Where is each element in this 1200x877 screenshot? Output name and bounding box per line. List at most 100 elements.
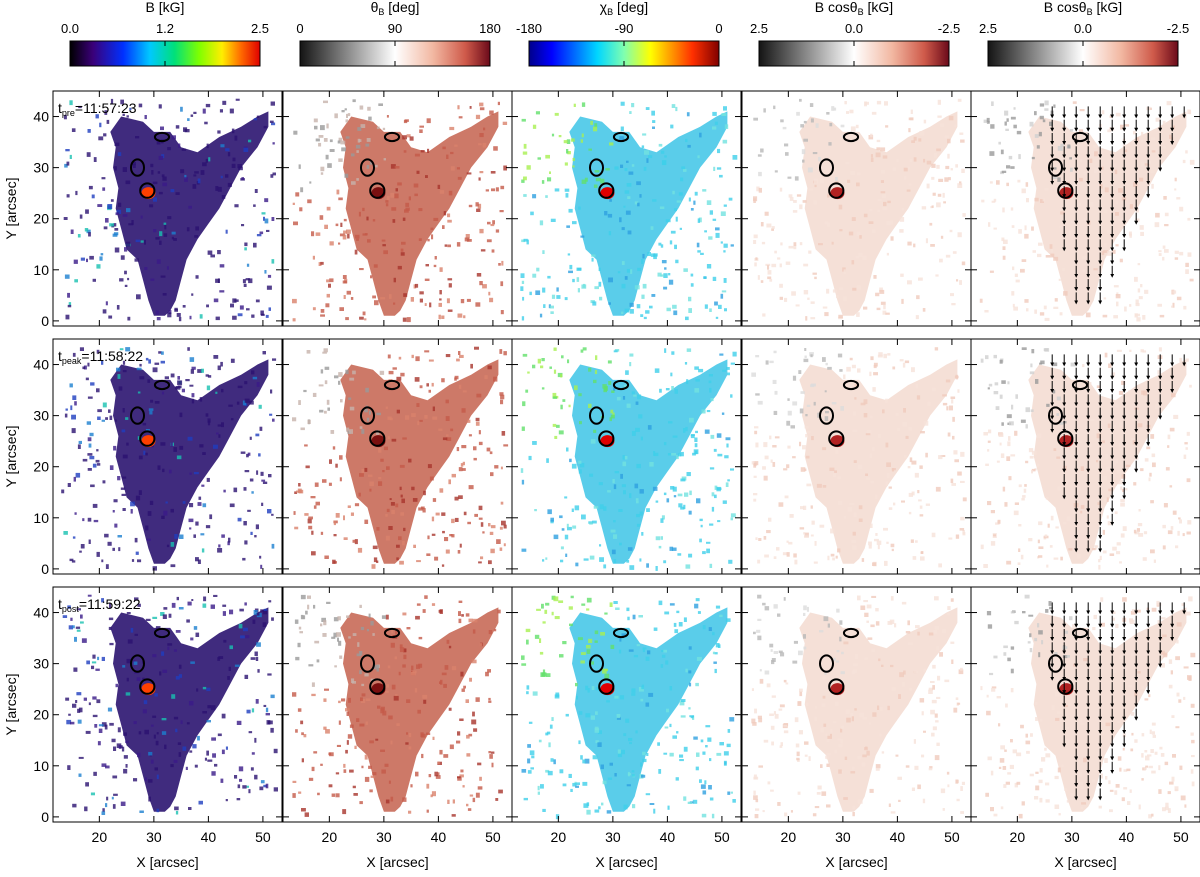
texture-speck [694,603,699,609]
texture-speck [80,544,85,549]
texture-speck [338,720,341,725]
texture-speck [1190,652,1196,658]
texture-speck [854,708,857,711]
texture-speck [1034,197,1039,202]
texture-speck [92,696,97,700]
texture-speck [1151,813,1154,817]
texture-speck [716,433,722,438]
texture-speck [479,281,483,286]
texture-speck [153,734,156,739]
texture-speck [761,241,766,245]
texture-speck [294,491,298,494]
texture-speck [1132,418,1138,422]
texture-speck [622,396,626,400]
texture-speck [626,183,632,187]
texture-speck [139,810,144,813]
texture-speck [725,482,729,487]
texture-speck [126,612,131,614]
texture-speck [202,452,206,455]
texture-speck [156,774,159,780]
texture-speck [1109,553,1115,556]
texture-speck [301,732,304,736]
texture-speck [553,759,556,765]
texture-speck [218,544,221,548]
texture-speck [1113,285,1119,288]
texture-speck [1038,652,1041,658]
texture-speck [234,299,239,302]
texture-speck [843,797,848,800]
texture-speck [255,524,259,530]
texture-speck [1066,655,1070,658]
texture-speck [485,189,489,192]
texture-speck [412,498,418,502]
texture-speck [339,477,342,482]
texture-speck [488,560,492,565]
texture-speck [945,379,951,383]
texture-speck [419,291,424,295]
texture-speck [462,390,467,393]
texture-speck [256,234,262,237]
texture-speck [594,123,598,128]
texture-speck [710,434,715,439]
texture-speck [1136,528,1140,532]
texture-speck [754,262,757,267]
texture-speck [915,315,919,320]
texture-speck [758,187,762,193]
texture-speck [500,310,504,315]
texture-speck [644,150,649,155]
texture-speck [912,556,917,560]
texture-speck [532,691,538,696]
texture-speck [403,293,408,297]
texture-speck [636,181,641,186]
texture-speck [272,142,275,145]
texture-speck [872,447,875,451]
texture-speck [625,210,631,215]
texture-speck [342,280,347,284]
texture-speck [195,521,199,526]
texture-speck [364,318,367,321]
texture-speck [538,739,542,743]
texture-speck [687,801,693,804]
texture-speck [810,118,814,123]
texture-speck [1104,243,1107,248]
texture-speck [822,485,827,488]
texture-speck [799,204,803,210]
texture-speck [922,798,926,804]
texture-speck [1044,747,1047,751]
texture-speck [101,360,104,365]
texture-speck [385,200,389,203]
texture-speck [702,790,707,795]
contour [139,182,156,199]
texture-speck [663,286,668,290]
texture-speck [554,112,559,116]
texture-speck [921,551,924,554]
texture-speck [820,764,823,768]
texture-speck [324,366,330,370]
texture-speck [664,267,667,270]
texture-speck [807,297,810,300]
texture-speck [636,644,640,647]
texture-speck [626,268,632,273]
texture-speck [804,741,809,745]
texture-speck [540,784,544,789]
texture-speck [433,217,439,221]
texture-speck [468,733,473,737]
texture-speck [1021,497,1025,501]
texture-speck [303,734,307,738]
texture-speck [580,652,586,655]
texture-speck [695,766,699,771]
contour [383,131,401,143]
texture-speck [1151,183,1154,189]
texture-speck [810,384,815,388]
texture-speck [1079,717,1083,722]
texture-speck [529,750,535,756]
texture-speck [1176,296,1182,301]
texture-speck [242,279,246,284]
y-tick-label: 30 [33,160,49,176]
texture-speck [669,240,673,245]
texture-speck [679,759,684,762]
texture-speck [362,207,365,212]
texture-speck [399,486,402,491]
texture-speck [173,649,177,652]
texture-speck [594,728,600,733]
